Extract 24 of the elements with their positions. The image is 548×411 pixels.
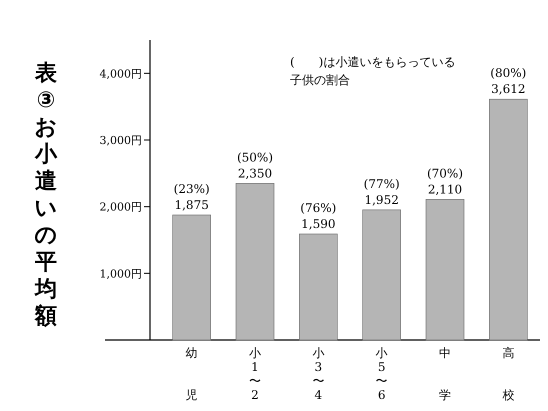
- data-label: (50%) 2,350: [236, 150, 274, 180]
- data-label: (23%) 1,875: [174, 182, 210, 212]
- bar: [299, 234, 338, 340]
- y-tick-label: 4,000円: [100, 67, 142, 80]
- chart-title: 表③ お小遣いの平均額: [34, 61, 58, 329]
- bar: [172, 214, 211, 340]
- y-tick-label: 1,000円: [100, 267, 142, 280]
- x-tick-label: 小1〜2: [249, 346, 261, 402]
- annotation: ( )は小遣いをもらっている子供の割合: [290, 55, 456, 87]
- data-label: (76%) 1,590: [300, 201, 336, 231]
- y-tick-label: 3,000円: [100, 134, 142, 147]
- category-label: 幼児: [186, 346, 198, 402]
- y-tick-label: 2,000円: [100, 200, 142, 214]
- category-label: 高校: [502, 346, 514, 402]
- data-label: (80%) 3,612: [490, 66, 526, 96]
- bar: [362, 210, 401, 340]
- bar: [489, 98, 528, 340]
- bar: [426, 199, 464, 340]
- category-label: 中学: [439, 346, 451, 402]
- bar: [236, 183, 274, 340]
- data-label: (70%) 2,110: [426, 166, 464, 196]
- data-label: (77%) 1,952: [364, 176, 400, 207]
- x-tick-label: 小3〜4: [312, 346, 324, 402]
- x-tick-label: 小5〜6: [376, 346, 388, 402]
